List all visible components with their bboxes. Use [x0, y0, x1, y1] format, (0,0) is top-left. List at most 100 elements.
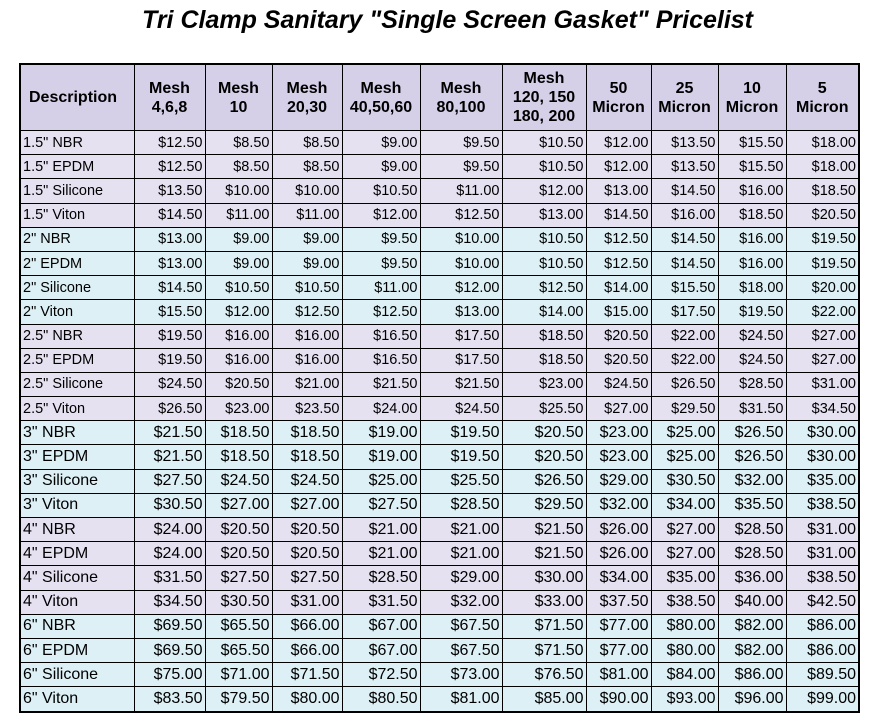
price-cell: $80.00 [650, 637, 719, 664]
price-cell: $21.50 [501, 516, 587, 543]
price-cell: $26.00 [585, 516, 652, 543]
header-cell: 5 Micron [785, 63, 860, 131]
description-cell: 4" NBR [19, 516, 135, 543]
price-cell: $38.50 [785, 492, 860, 519]
price-cell: $27.50 [271, 565, 343, 591]
price-cell: $13.00 [133, 226, 206, 252]
price-cell: $8.50 [204, 154, 273, 180]
price-cell: $29.50 [501, 492, 587, 519]
header-text: Micron [796, 98, 849, 116]
table-row: 2" EPDM $13.00 $9.00 $9.00 $9.50 $10.00 $10.50… [19, 250, 860, 277]
price-cell: $23.00 [501, 371, 587, 398]
price-cell: $17.50 [419, 347, 503, 373]
header-cell: Mesh 120, 150 180, 200 [501, 63, 587, 131]
price-cell: $34.00 [585, 565, 652, 591]
price-cell: $26.50 [717, 420, 787, 446]
price-cell: $66.00 [271, 637, 343, 664]
price-cell: $27.50 [204, 565, 273, 591]
price-cell: $30.00 [501, 565, 587, 591]
price-cell: $37.50 [585, 589, 652, 615]
price-cell: $22.00 [650, 323, 719, 349]
price-cell: $30.00 [785, 420, 860, 446]
price-cell: $27.00 [271, 492, 343, 519]
price-cell: $9.50 [341, 226, 421, 252]
price-cell: $13.00 [501, 202, 587, 228]
price-cell: $27.00 [585, 396, 652, 422]
price-cell: $31.00 [785, 371, 860, 398]
price-cell: $12.50 [133, 154, 206, 180]
price-cell: $20.50 [204, 541, 273, 567]
table-row: 6" NBR $69.50 $65.50 $66.00 $67.00 $67.50 $71.… [19, 613, 860, 639]
price-cell: $31.00 [785, 516, 860, 543]
price-cell: $9.50 [419, 129, 503, 156]
price-cell: $20.50 [585, 347, 652, 373]
price-cell: $71.00 [204, 662, 273, 688]
price-cell: $42.50 [785, 589, 860, 615]
price-cell: $30.50 [133, 492, 206, 519]
description-cell: 3" Silicone [19, 468, 135, 494]
price-cell: $9.50 [341, 250, 421, 277]
price-cell: $16.00 [717, 226, 787, 252]
price-cell: $14.00 [501, 299, 587, 325]
price-cell: $14.50 [650, 178, 719, 204]
price-cell: $12.00 [204, 299, 273, 325]
header-text: 10 [743, 79, 761, 97]
description-cell: 3" Viton [19, 492, 135, 519]
description-cell: 2.5" NBR [19, 323, 135, 349]
table-row: 2.5" EPDM $19.50 $16.00 $16.00 $16.50 $17.50 $… [19, 347, 860, 373]
description-cell: 1.5" NBR [19, 129, 135, 156]
price-cell: $19.50 [419, 444, 503, 470]
price-cell: $21.00 [271, 371, 343, 398]
price-cell: $8.50 [271, 154, 343, 180]
price-cell: $31.00 [271, 589, 343, 615]
price-cell: $19.50 [419, 420, 503, 446]
price-cell: $9.00 [341, 154, 421, 180]
price-cell: $18.00 [785, 129, 860, 156]
price-cell: $24.00 [341, 396, 421, 422]
price-cell: $77.00 [585, 637, 652, 664]
header-cell: 25 Micron [650, 63, 719, 131]
price-cell: $31.50 [341, 589, 421, 615]
price-cell: $18.00 [717, 275, 787, 301]
price-cell: $21.50 [419, 371, 503, 398]
price-cell: $12.00 [501, 178, 587, 204]
price-cell: $30.00 [785, 444, 860, 470]
header-text: Mesh [360, 79, 402, 97]
price-cell: $12.50 [585, 250, 652, 277]
table-row: 3" NBR $21.50 $18.50 $18.50 $19.00 $19.50 $20.… [19, 420, 860, 446]
price-cell: $27.00 [204, 492, 273, 519]
price-cell: $9.00 [204, 226, 273, 252]
price-cell: $9.00 [204, 250, 273, 277]
price-cell: $29.00 [419, 565, 503, 591]
price-cell: $19.50 [785, 250, 860, 277]
table-row: 2.5" NBR $19.50 $16.00 $16.00 $16.50 $17.50 $1… [19, 323, 860, 349]
price-cell: $80.00 [650, 613, 719, 639]
table-row: 2.5" Silicone $24.50 $20.50 $21.00 $21.50 $21… [19, 371, 860, 398]
header-text: Mesh [218, 79, 259, 97]
price-cell: $12.00 [419, 275, 503, 301]
price-cell: $20.50 [204, 516, 273, 543]
price-cell: $9.50 [419, 154, 503, 180]
description-cell: 4" EPDM [19, 541, 135, 567]
price-cell: $29.00 [585, 468, 652, 494]
price-cell: $25.00 [341, 468, 421, 494]
price-cell: $76.50 [501, 662, 587, 688]
header-cell: Mesh 20,30 [271, 63, 343, 131]
price-cell: $32.00 [717, 468, 787, 494]
description-cell: 6" EPDM [19, 637, 135, 664]
price-cell: $86.00 [785, 637, 860, 664]
price-cell: $20.50 [271, 541, 343, 567]
price-cell: $18.00 [785, 154, 860, 180]
price-cell: $9.00 [271, 226, 343, 252]
price-cell: $25.50 [501, 396, 587, 422]
price-cell: $35.00 [785, 468, 860, 494]
price-cell: $16.00 [204, 347, 273, 373]
price-cell: $10.00 [271, 178, 343, 204]
price-table: Description Mesh 4,6,8 Mesh 10 Mesh 20,30 Mesh 4… [19, 63, 860, 713]
price-cell: $28.50 [717, 516, 787, 543]
header-text: 180, 200 [512, 108, 576, 125]
price-cell: $31.00 [785, 541, 860, 567]
header-text: Mesh [149, 79, 190, 97]
title: Tri Clamp Sanitary "Single Screen Gasket… [142, 6, 753, 34]
price-cell: $18.50 [271, 420, 343, 446]
